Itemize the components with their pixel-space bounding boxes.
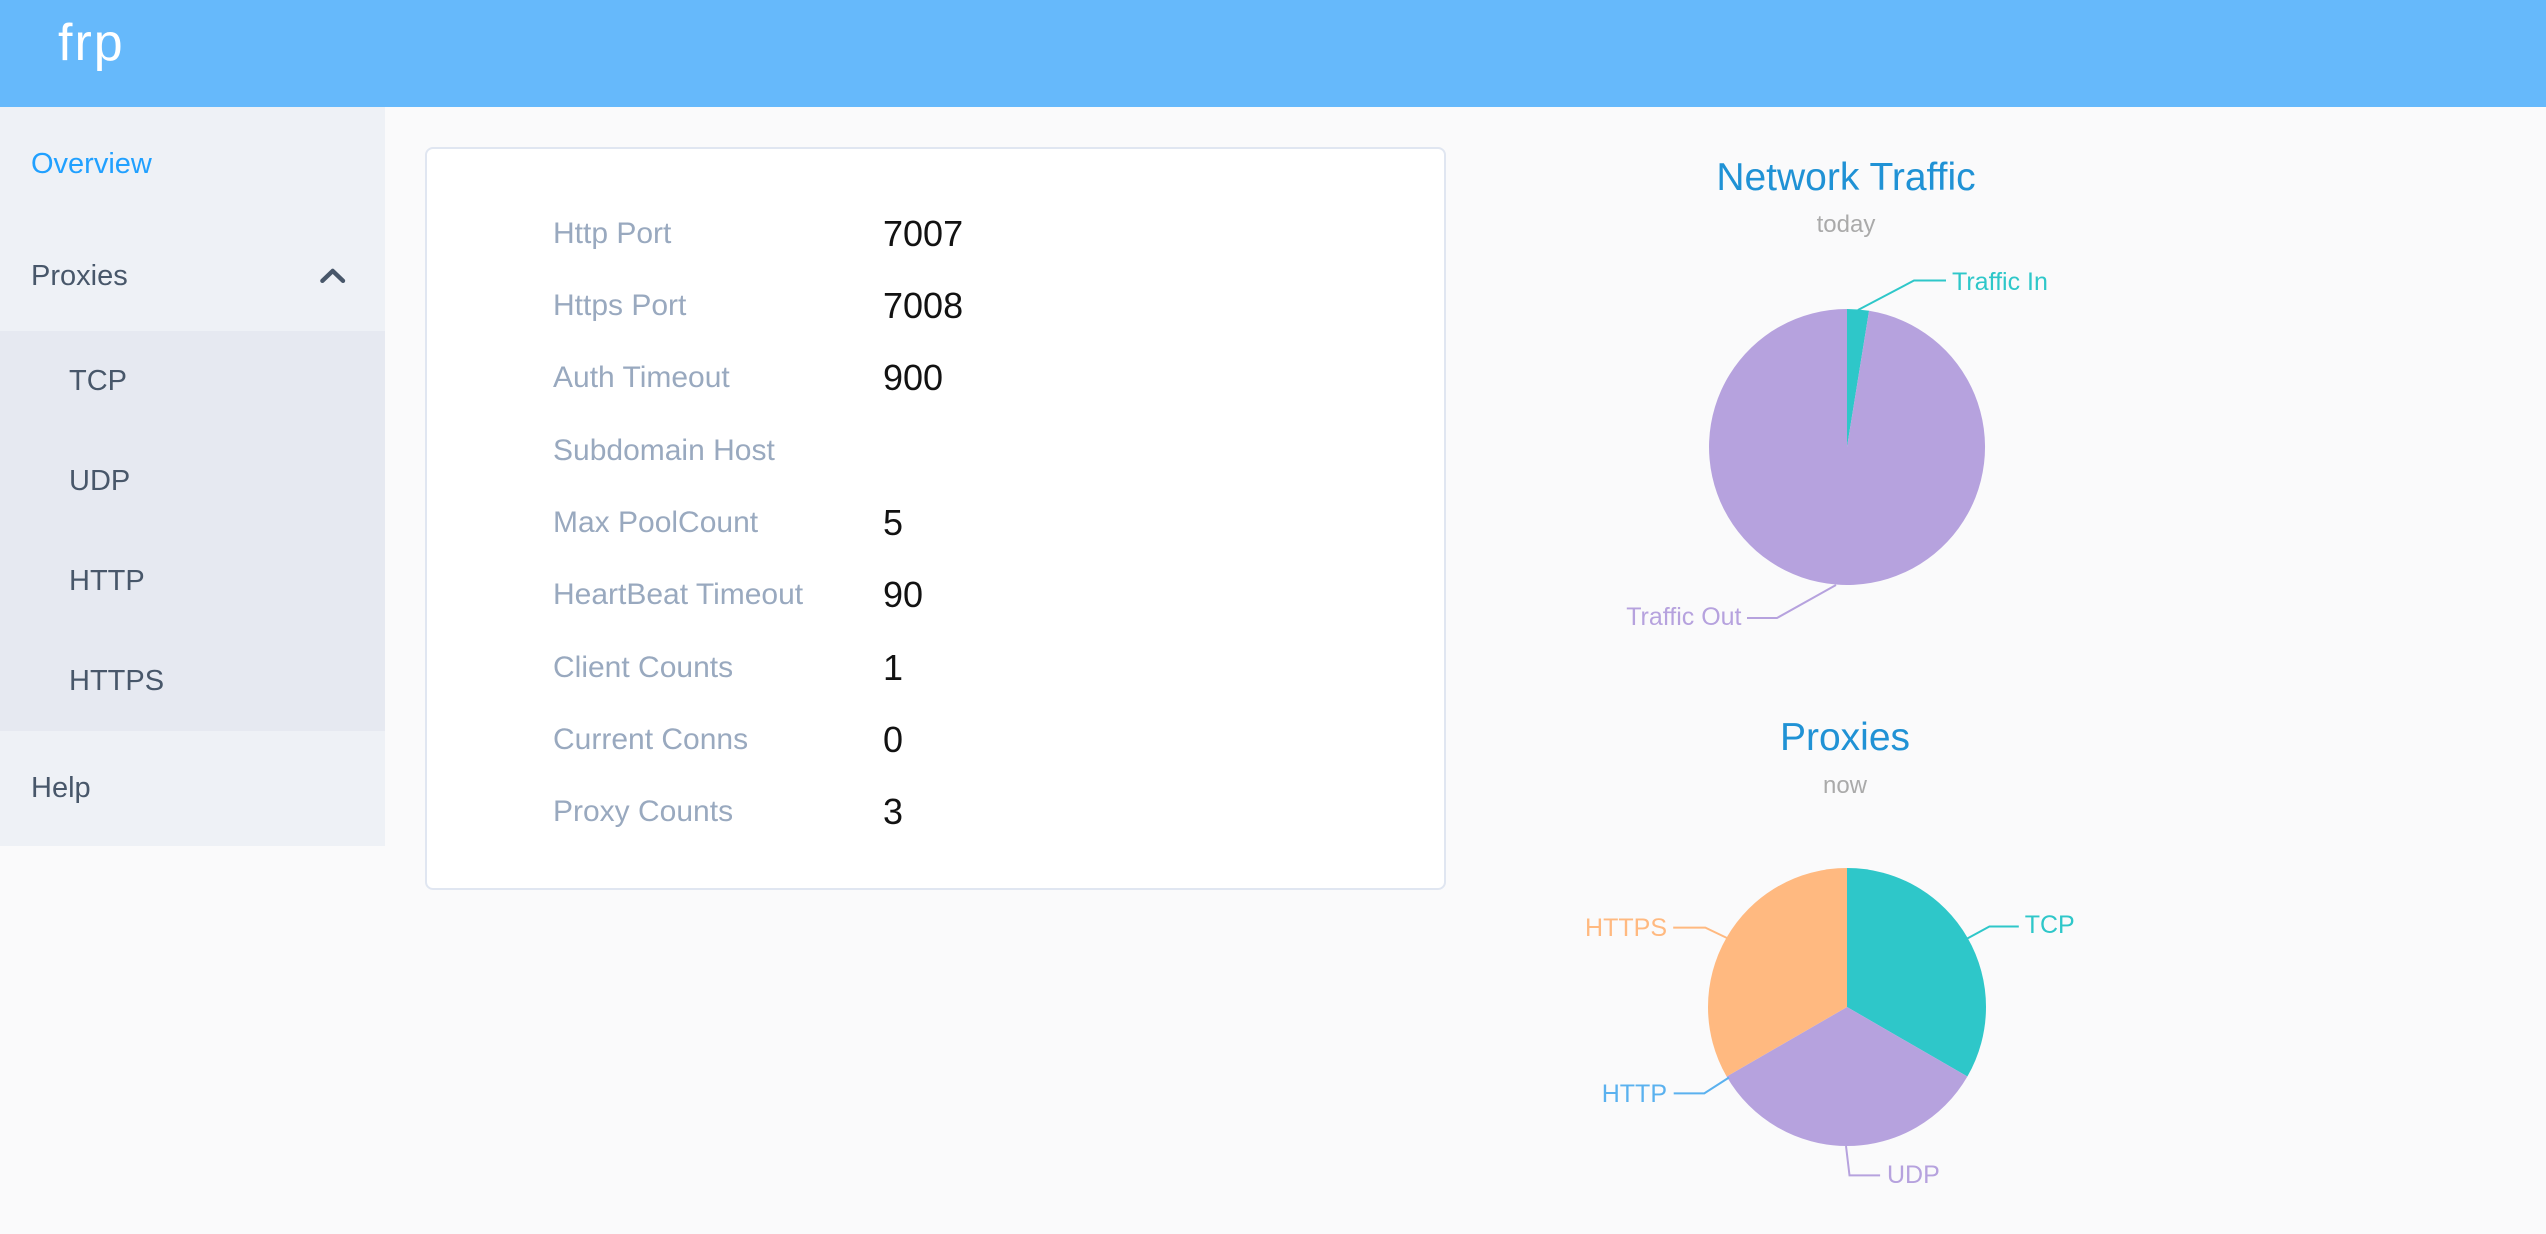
svg-text:HTTP: HTTP (1602, 1080, 1667, 1108)
svg-text:TCP: TCP (2025, 911, 2075, 939)
svg-text:Network Traffic: Network Traffic (1716, 156, 1975, 199)
svg-text:Proxies: Proxies (1780, 716, 1910, 759)
svg-text:today: today (1817, 211, 1876, 238)
svg-text:Traffic In: Traffic In (1952, 268, 2048, 296)
svg-text:HTTPS: HTTPS (1585, 914, 1667, 942)
svg-text:Traffic Out: Traffic Out (1626, 603, 1741, 631)
svg-text:now: now (1823, 772, 1868, 799)
svg-text:UDP: UDP (1887, 1161, 1940, 1189)
